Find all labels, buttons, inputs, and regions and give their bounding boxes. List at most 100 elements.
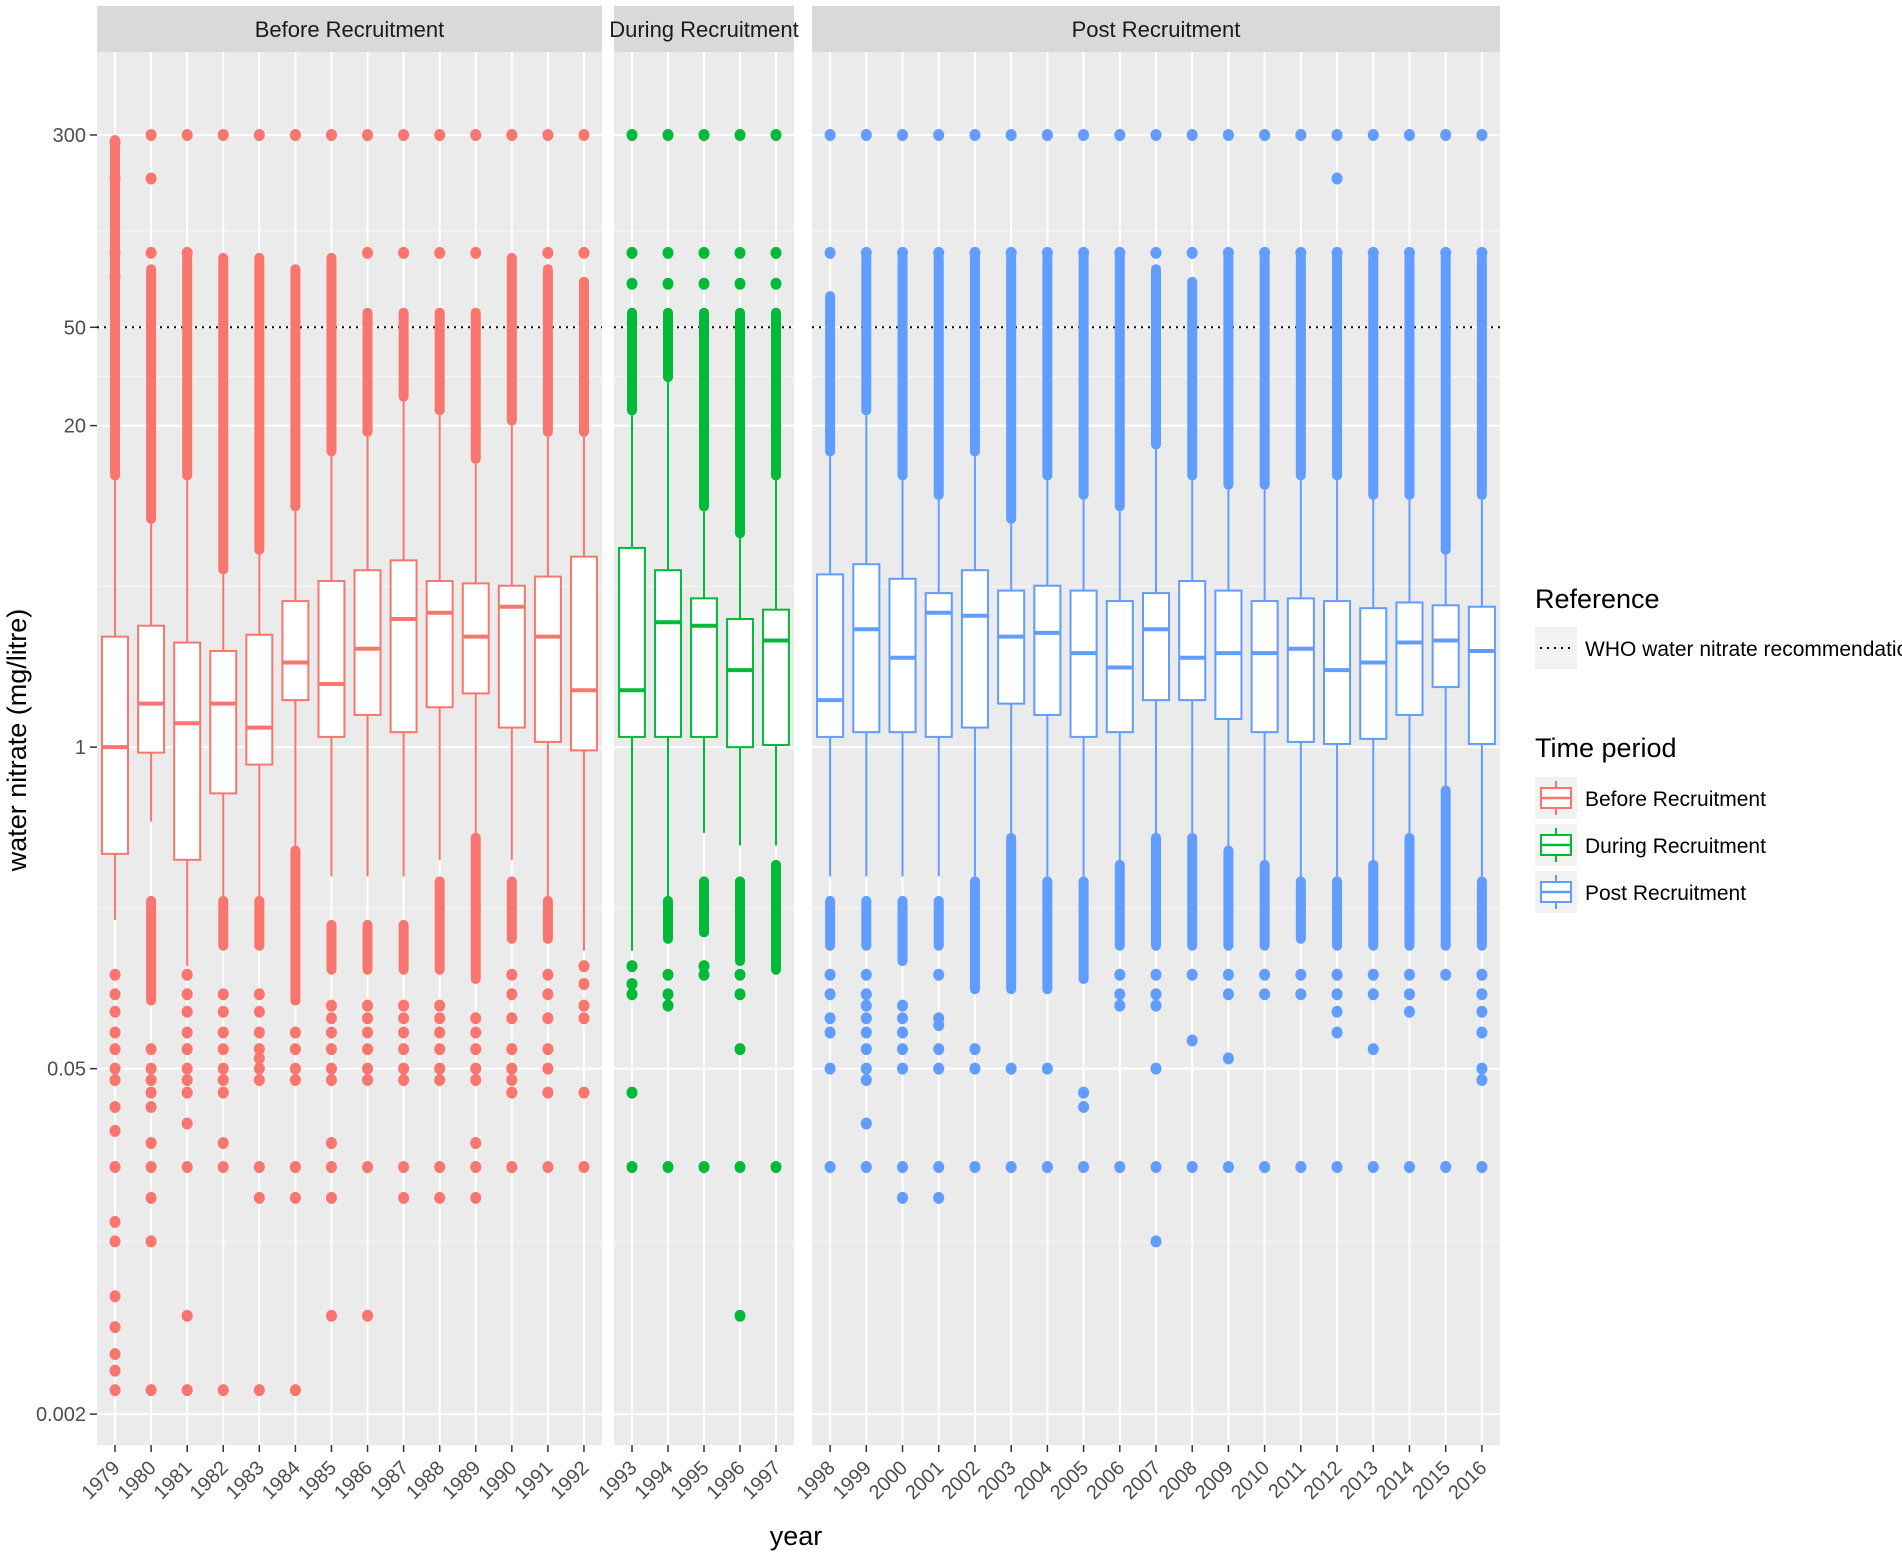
outlier-point bbox=[626, 128, 638, 141]
y-tick-label: 50 bbox=[64, 317, 86, 339]
outlier-point bbox=[1150, 1160, 1162, 1173]
box-1990 bbox=[497, 128, 526, 1173]
outlier-point bbox=[145, 128, 157, 141]
outlier-point bbox=[860, 968, 872, 981]
x-tick-label: 2003 bbox=[974, 1457, 1021, 1504]
box-iqr bbox=[1178, 580, 1207, 702]
outlier-point bbox=[325, 1309, 337, 1322]
outlier-point bbox=[770, 277, 782, 290]
outlier-point bbox=[145, 1235, 157, 1248]
outlier-point bbox=[109, 1215, 121, 1228]
outlier-point bbox=[1440, 1160, 1452, 1173]
outlier-point bbox=[325, 1043, 337, 1056]
outlier-point bbox=[897, 1062, 909, 1075]
x-tick-label: 1985 bbox=[294, 1457, 341, 1504]
outlier-point bbox=[1222, 968, 1234, 981]
outlier-point bbox=[897, 246, 909, 259]
outlier-point bbox=[398, 1062, 410, 1075]
outlier-point bbox=[506, 1062, 518, 1075]
outlier-band-low bbox=[933, 895, 944, 951]
outlier-point bbox=[362, 1309, 374, 1322]
outlier-point bbox=[734, 277, 746, 290]
outlier-point bbox=[1331, 172, 1343, 185]
box-1980 bbox=[137, 128, 166, 1397]
outlier-point bbox=[253, 128, 265, 141]
outlier-point bbox=[109, 1073, 121, 1086]
outlier-band-high bbox=[1440, 252, 1451, 555]
outlier-point bbox=[470, 1191, 482, 1204]
outlier-point bbox=[506, 128, 518, 141]
outlier-band-low bbox=[1042, 876, 1053, 995]
outlier-band-low bbox=[861, 895, 872, 951]
x-tick-label: 1990 bbox=[474, 1457, 521, 1504]
outlier-point bbox=[109, 1100, 121, 1113]
y-tick-label: 300 bbox=[53, 125, 86, 147]
outlier-point bbox=[1403, 988, 1415, 1001]
outlier-point bbox=[824, 1062, 836, 1075]
box-iqr bbox=[997, 589, 1026, 705]
box-2014 bbox=[1395, 128, 1424, 1173]
outlier-point bbox=[1222, 1052, 1234, 1065]
x-tick-label: 1992 bbox=[546, 1457, 593, 1504]
outlier-band-low bbox=[398, 919, 409, 975]
outlier-point bbox=[542, 1086, 554, 1099]
outlier-band-low bbox=[326, 919, 337, 975]
outlier-point bbox=[770, 1160, 782, 1173]
outlier-point bbox=[362, 1073, 374, 1086]
outlier-point bbox=[698, 1160, 710, 1173]
outlier-point bbox=[181, 1309, 193, 1322]
box-2016 bbox=[1467, 128, 1496, 1173]
outlier-point bbox=[1295, 968, 1307, 981]
outlier-point bbox=[434, 1062, 446, 1075]
outlier-point bbox=[181, 1384, 193, 1397]
box-1985 bbox=[317, 128, 346, 1322]
outlier-point bbox=[1186, 1034, 1198, 1047]
box-2015 bbox=[1431, 128, 1460, 1173]
outlier-point bbox=[1295, 246, 1307, 259]
outlier-point bbox=[1403, 1005, 1415, 1018]
outlier-point bbox=[181, 1086, 193, 1099]
box-1981 bbox=[173, 128, 202, 1397]
outlier-point bbox=[542, 968, 554, 981]
outlier-point bbox=[470, 128, 482, 141]
outlier-point bbox=[1331, 128, 1343, 141]
outlier-band-high bbox=[578, 276, 589, 437]
outlier-point bbox=[398, 1026, 410, 1039]
outlier-point bbox=[289, 1073, 301, 1086]
outlier-point bbox=[626, 246, 638, 259]
outlier-point bbox=[1186, 128, 1198, 141]
outlier-point bbox=[542, 246, 554, 259]
x-tick-label: 2001 bbox=[901, 1457, 948, 1504]
outlier-band-low bbox=[1332, 876, 1343, 951]
outlier-point bbox=[109, 1124, 121, 1137]
outlier-point bbox=[109, 246, 121, 259]
outlier-point bbox=[398, 1043, 410, 1056]
facet-strip bbox=[97, 6, 602, 52]
outlier-point bbox=[860, 1073, 872, 1086]
outlier-point bbox=[109, 1348, 121, 1361]
outlier-point bbox=[626, 960, 638, 973]
outlier-band-low bbox=[1259, 859, 1270, 951]
x-tick-label: 1986 bbox=[330, 1457, 377, 1504]
outlier-point bbox=[897, 128, 909, 141]
outlier-point bbox=[398, 246, 410, 259]
box-iqr bbox=[1069, 589, 1098, 738]
outlier-point bbox=[1476, 1160, 1488, 1173]
outlier-point bbox=[860, 988, 872, 1001]
outlier-band-high bbox=[1295, 252, 1306, 481]
box-1986 bbox=[353, 128, 382, 1322]
box-iqr bbox=[245, 633, 274, 766]
outlier-point bbox=[969, 128, 981, 141]
outlier-band-low bbox=[663, 895, 673, 944]
outlier-band-low bbox=[362, 919, 373, 975]
outlier-band-low bbox=[735, 876, 745, 967]
outlier-point bbox=[181, 1005, 193, 1018]
outlier-point bbox=[542, 1062, 554, 1075]
outlier-band-high bbox=[506, 252, 517, 426]
outlier-band-high bbox=[146, 264, 157, 524]
outlier-point bbox=[1078, 128, 1090, 141]
outlier-band-low bbox=[1114, 859, 1125, 951]
outlier-point bbox=[181, 1062, 193, 1075]
box-iqr bbox=[389, 559, 418, 734]
outlier-point bbox=[181, 246, 193, 259]
